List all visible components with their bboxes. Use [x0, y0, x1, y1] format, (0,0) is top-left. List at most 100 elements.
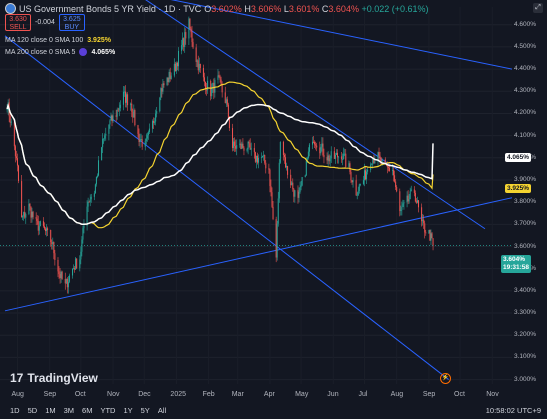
- timeframe-all[interactable]: All: [157, 406, 167, 415]
- candle-body: [96, 175, 98, 177]
- candle-body: [279, 141, 281, 163]
- candle-body: [10, 121, 12, 123]
- candle-body: [323, 154, 325, 158]
- candle-body: [195, 47, 197, 62]
- candle-body: [373, 158, 375, 164]
- candle-body: [101, 147, 103, 161]
- candle-body: [270, 186, 272, 193]
- candle-body: [271, 192, 273, 207]
- time-tick-label: May: [295, 391, 309, 398]
- price-tick-label: 3.000%: [514, 375, 537, 383]
- candle-body: [422, 219, 424, 222]
- candle-body: [190, 28, 192, 32]
- time-tick-label: Sep: [43, 391, 57, 398]
- time-tick-label: Feb: [202, 391, 215, 398]
- time-tick-label: Oct: [454, 391, 465, 398]
- timeframe-1m[interactable]: 1M: [45, 406, 56, 415]
- time-tick-label: Nov: [486, 391, 499, 398]
- timeframe-6m[interactable]: 6M: [82, 406, 93, 415]
- candle-body: [224, 92, 226, 103]
- trade-panel: 3.630 SELL -0.004 3.625 BUY: [5, 14, 85, 31]
- candle-body: [197, 60, 199, 71]
- candle-body: [430, 233, 432, 241]
- time-tick-label: Aug: [390, 391, 404, 398]
- price-tick-label: 3.400%: [514, 286, 537, 294]
- candle-body: [87, 201, 89, 207]
- candle-body: [74, 268, 76, 270]
- candle-body: [144, 141, 146, 147]
- candle-body: [235, 145, 237, 149]
- candle-body: [286, 165, 288, 168]
- clock-readout[interactable]: 10:58:02 UTC+9: [485, 406, 541, 415]
- time-tick-label: 2025: [170, 391, 186, 398]
- candle-body: [103, 138, 105, 140]
- candle-body: [327, 155, 329, 161]
- candle-body: [86, 206, 88, 226]
- ma120-line: [6, 81, 434, 229]
- symbol-title[interactable]: US Government Bonds 5 YR Yield · 1D · TV…: [19, 3, 202, 14]
- candle-body: [133, 110, 135, 118]
- price-tick-label: 3.600%: [514, 242, 537, 250]
- grid-lines: [0, 7, 512, 384]
- candle-body: [253, 148, 255, 153]
- candle-body: [45, 228, 47, 232]
- candle-body: [22, 216, 24, 218]
- candle-body: [61, 271, 63, 280]
- candle-body: [406, 195, 408, 203]
- candle-body: [46, 228, 48, 232]
- candle-body: [290, 174, 292, 186]
- candle-body: [79, 259, 81, 269]
- candle-body: [249, 143, 251, 150]
- candle-body: [319, 147, 321, 154]
- timeframe-1y[interactable]: 1Y: [123, 406, 133, 415]
- expand-icon[interactable]: ⤢: [533, 3, 543, 13]
- candle-body: [261, 157, 263, 158]
- candle-body: [242, 143, 244, 148]
- buy-button[interactable]: 3.625 BUY: [58, 14, 85, 31]
- candle-body: [294, 190, 296, 197]
- candle-body: [214, 79, 216, 93]
- time-tick-label: Jul: [358, 391, 368, 398]
- timeframe-3m[interactable]: 3M: [63, 406, 75, 415]
- timeframe-ytd[interactable]: YTD: [100, 406, 116, 415]
- candle-body: [185, 32, 187, 39]
- time-tick-label: Oct: [74, 391, 86, 398]
- candle-body: [21, 181, 23, 218]
- candle-body: [173, 63, 175, 76]
- lightning-icon[interactable]: ⚡: [440, 373, 451, 384]
- candle-body: [344, 153, 346, 155]
- candle-body: [188, 18, 190, 39]
- spread-value: -0.004: [35, 19, 55, 26]
- candle-body: [130, 103, 132, 106]
- candle-body: [308, 144, 310, 152]
- time-tick-label: Nov: [107, 391, 120, 398]
- candle-body: [25, 213, 27, 218]
- candle-body: [306, 158, 308, 161]
- candle-body: [94, 184, 96, 194]
- candle-body: [226, 99, 228, 105]
- candle-body: [206, 89, 208, 91]
- candle-body: [207, 80, 209, 91]
- last-price-tag: 3.604% 19:31:58: [500, 255, 531, 273]
- candle-body: [196, 60, 198, 62]
- candle-body: [408, 199, 410, 202]
- candle-body: [38, 226, 40, 231]
- candle-body: [421, 207, 423, 222]
- candle-body: [400, 209, 402, 212]
- timeframe-5y[interactable]: 5Y: [140, 406, 150, 415]
- timeframe-5d[interactable]: 5D: [27, 406, 38, 415]
- candle-body: [115, 115, 117, 117]
- candle-body: [202, 68, 204, 78]
- candle-body: [191, 31, 193, 43]
- indicator-ma120[interactable]: MA 120 close 0 SMA 100 3.925%: [5, 37, 111, 44]
- candle-body: [177, 50, 180, 67]
- sell-button[interactable]: 3.630 SELL: [5, 14, 31, 31]
- candle-body: [67, 281, 69, 288]
- time-tick-label: Apr: [263, 391, 275, 398]
- indicator-ma200[interactable]: MA 200 close 0 SMA 5 4.065%: [5, 48, 116, 56]
- ma200-price-tag: 4.065%: [504, 153, 531, 162]
- ma120-price-tag: 3.925%: [504, 184, 531, 193]
- candle-body: [320, 146, 322, 154]
- timeframe-1d[interactable]: 1D: [10, 406, 20, 415]
